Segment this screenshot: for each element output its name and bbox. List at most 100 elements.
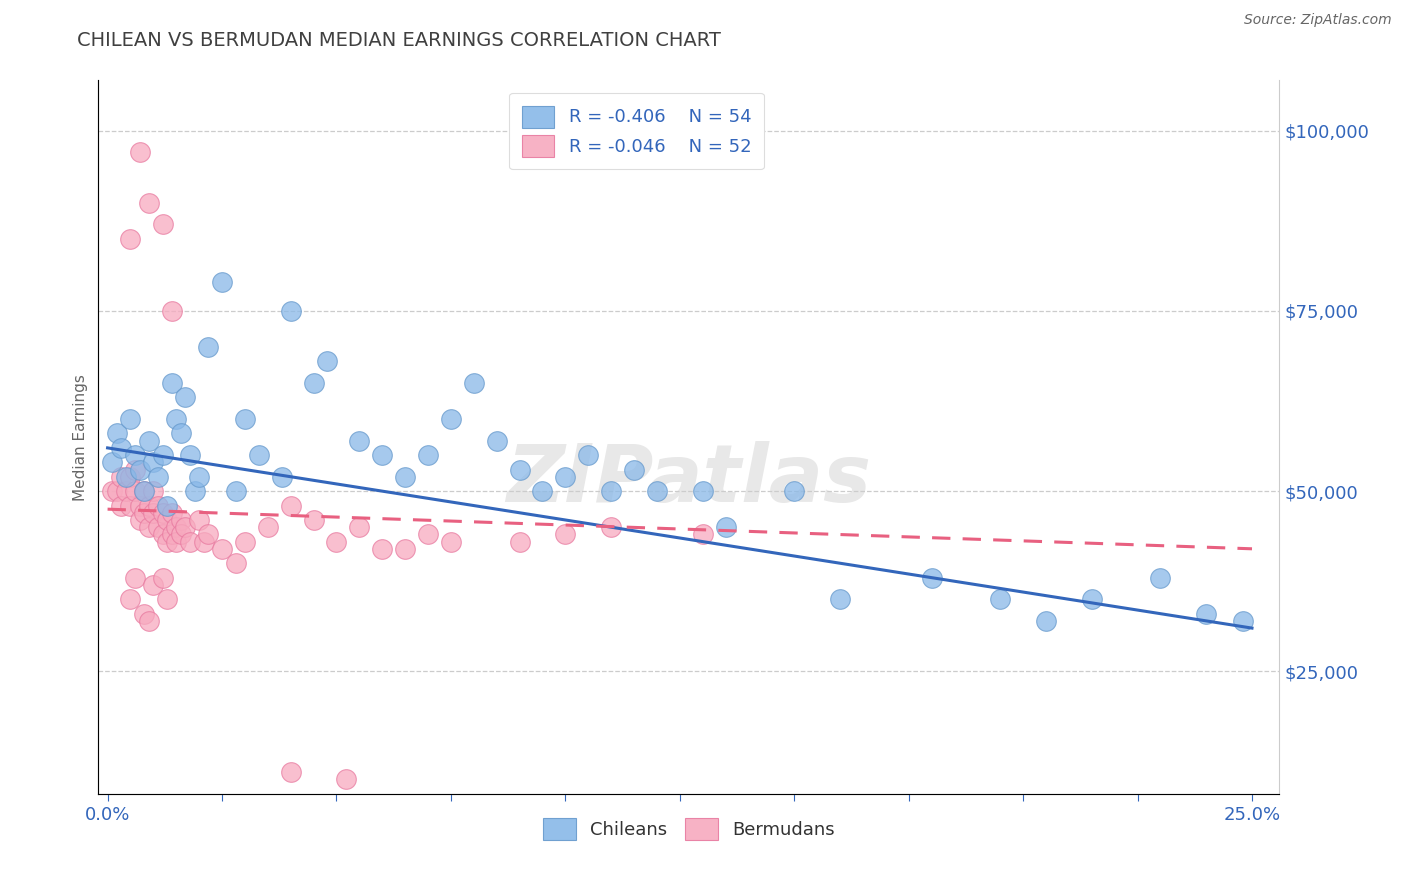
Point	[828, 592, 851, 607]
Point	[554, 469, 576, 483]
Point	[142, 484, 165, 499]
Point	[1081, 592, 1104, 607]
Point	[233, 534, 256, 549]
Point	[120, 232, 142, 246]
Point	[110, 469, 132, 483]
Point	[576, 448, 599, 462]
Point	[316, 354, 339, 368]
Point	[128, 462, 150, 476]
Point	[160, 376, 183, 390]
Point	[371, 541, 394, 556]
Point	[124, 448, 146, 462]
Point	[531, 484, 554, 499]
Point	[349, 520, 371, 534]
Point	[105, 426, 128, 441]
Point	[179, 534, 201, 549]
Point	[988, 592, 1011, 607]
Point	[110, 441, 132, 455]
Point	[302, 376, 325, 390]
Point	[101, 484, 124, 499]
Point	[225, 556, 247, 570]
Point	[1195, 607, 1218, 621]
Point	[170, 426, 193, 441]
Point	[211, 541, 233, 556]
Point	[225, 484, 247, 499]
Point	[440, 534, 463, 549]
Point	[325, 534, 347, 549]
Point	[1232, 614, 1254, 628]
Point	[160, 506, 183, 520]
Y-axis label: Median Earnings: Median Earnings	[73, 374, 89, 500]
Point	[280, 765, 302, 780]
Point	[156, 592, 179, 607]
Point	[120, 592, 142, 607]
Legend: Chileans, Bermudans: Chileans, Bermudans	[534, 809, 844, 849]
Point	[349, 434, 371, 448]
Point	[105, 484, 128, 499]
Point	[302, 513, 325, 527]
Point	[124, 462, 146, 476]
Point	[152, 571, 174, 585]
Point	[170, 513, 193, 527]
Point	[138, 520, 160, 534]
Point	[152, 448, 174, 462]
Point	[138, 614, 160, 628]
Point	[115, 469, 138, 483]
Point	[197, 527, 219, 541]
Point	[193, 534, 215, 549]
Point	[197, 340, 219, 354]
Point	[183, 484, 205, 499]
Point	[623, 462, 645, 476]
Point	[138, 499, 160, 513]
Point	[509, 534, 531, 549]
Point	[146, 469, 169, 483]
Point	[124, 484, 146, 499]
Point	[156, 499, 179, 513]
Point	[152, 527, 174, 541]
Point	[783, 484, 806, 499]
Text: CHILEAN VS BERMUDAN MEDIAN EARNINGS CORRELATION CHART: CHILEAN VS BERMUDAN MEDIAN EARNINGS CORR…	[77, 31, 721, 50]
Point	[394, 541, 416, 556]
Point	[179, 448, 201, 462]
Text: Source: ZipAtlas.com: Source: ZipAtlas.com	[1244, 13, 1392, 28]
Point	[188, 513, 211, 527]
Point	[247, 448, 270, 462]
Point	[280, 499, 302, 513]
Point	[138, 195, 160, 210]
Point	[509, 462, 531, 476]
Point	[128, 499, 150, 513]
Point	[152, 218, 174, 232]
Point	[101, 455, 124, 469]
Point	[485, 434, 508, 448]
Point	[165, 534, 187, 549]
Point	[554, 527, 576, 541]
Point	[371, 448, 394, 462]
Point	[134, 607, 156, 621]
Point	[146, 499, 169, 513]
Point	[1149, 571, 1171, 585]
Point	[134, 484, 156, 499]
Point	[146, 520, 169, 534]
Point	[645, 484, 668, 499]
Point	[120, 469, 142, 483]
Point	[416, 527, 439, 541]
Point	[174, 520, 197, 534]
Point	[160, 527, 183, 541]
Point	[394, 469, 416, 483]
Point	[110, 499, 132, 513]
Point	[1035, 614, 1057, 628]
Point	[156, 534, 179, 549]
Point	[128, 145, 150, 160]
Point	[152, 506, 174, 520]
Point	[692, 484, 714, 499]
Point	[160, 304, 183, 318]
Text: ZIPatlas: ZIPatlas	[506, 441, 872, 519]
Point	[335, 772, 357, 787]
Point	[165, 520, 187, 534]
Point	[120, 499, 142, 513]
Point	[921, 571, 943, 585]
Point	[156, 513, 179, 527]
Point	[174, 391, 197, 405]
Point	[138, 434, 160, 448]
Point	[211, 275, 233, 289]
